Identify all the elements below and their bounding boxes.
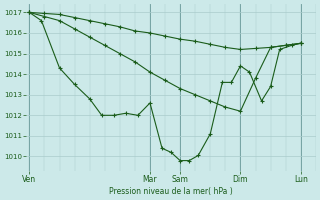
X-axis label: Pression niveau de la mer( hPa ): Pression niveau de la mer( hPa ) <box>109 187 233 196</box>
